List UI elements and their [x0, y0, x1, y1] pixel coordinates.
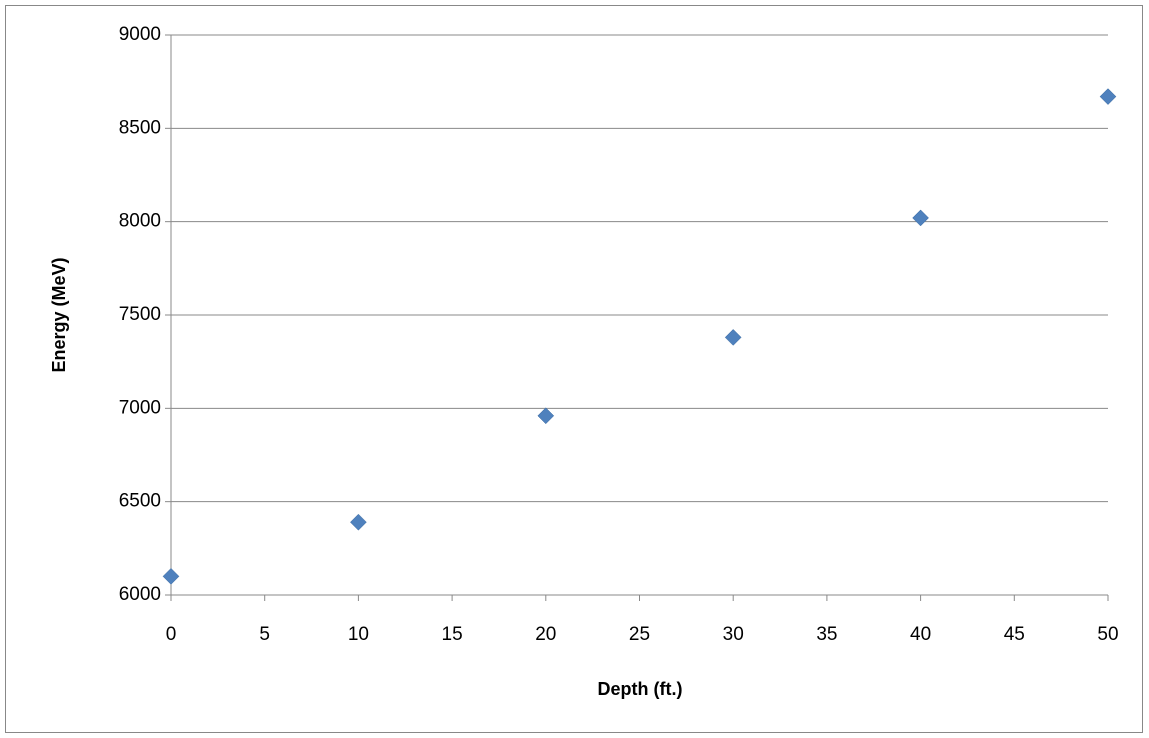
x-axis-title: Depth (ft.) [598, 679, 683, 699]
y-tick-label: 9000 [119, 24, 161, 45]
point [1099, 88, 1117, 105]
x-tick-label: 40 [910, 624, 931, 645]
x-tick-label: 10 [348, 624, 369, 645]
y-axis-title: Energy (MeV) [49, 257, 69, 372]
x-tick-label: 45 [1004, 624, 1025, 645]
point [912, 209, 929, 227]
y-tick-label: 8500 [119, 117, 161, 138]
y-tick-label: 7500 [119, 304, 161, 325]
x-tick-label: 30 [723, 624, 744, 645]
y-tick-label: 6500 [119, 491, 161, 512]
x-tick-label: 5 [259, 624, 270, 645]
x-tick-label: 20 [535, 624, 556, 645]
x-tick-label: 0 [166, 624, 177, 645]
chart-frame [5, 5, 1143, 733]
x-tick-label: 35 [816, 624, 837, 645]
x-tick-label: 50 [1097, 624, 1118, 645]
point [537, 407, 555, 425]
point [162, 567, 180, 585]
point [350, 513, 367, 531]
point [724, 329, 742, 346]
x-tick-label: 25 [629, 624, 650, 645]
y-tick-label: 6000 [119, 584, 161, 605]
y-tick-label: 7000 [119, 397, 161, 418]
y-tick-label: 8000 [119, 211, 161, 232]
x-tick-label: 15 [442, 624, 463, 645]
